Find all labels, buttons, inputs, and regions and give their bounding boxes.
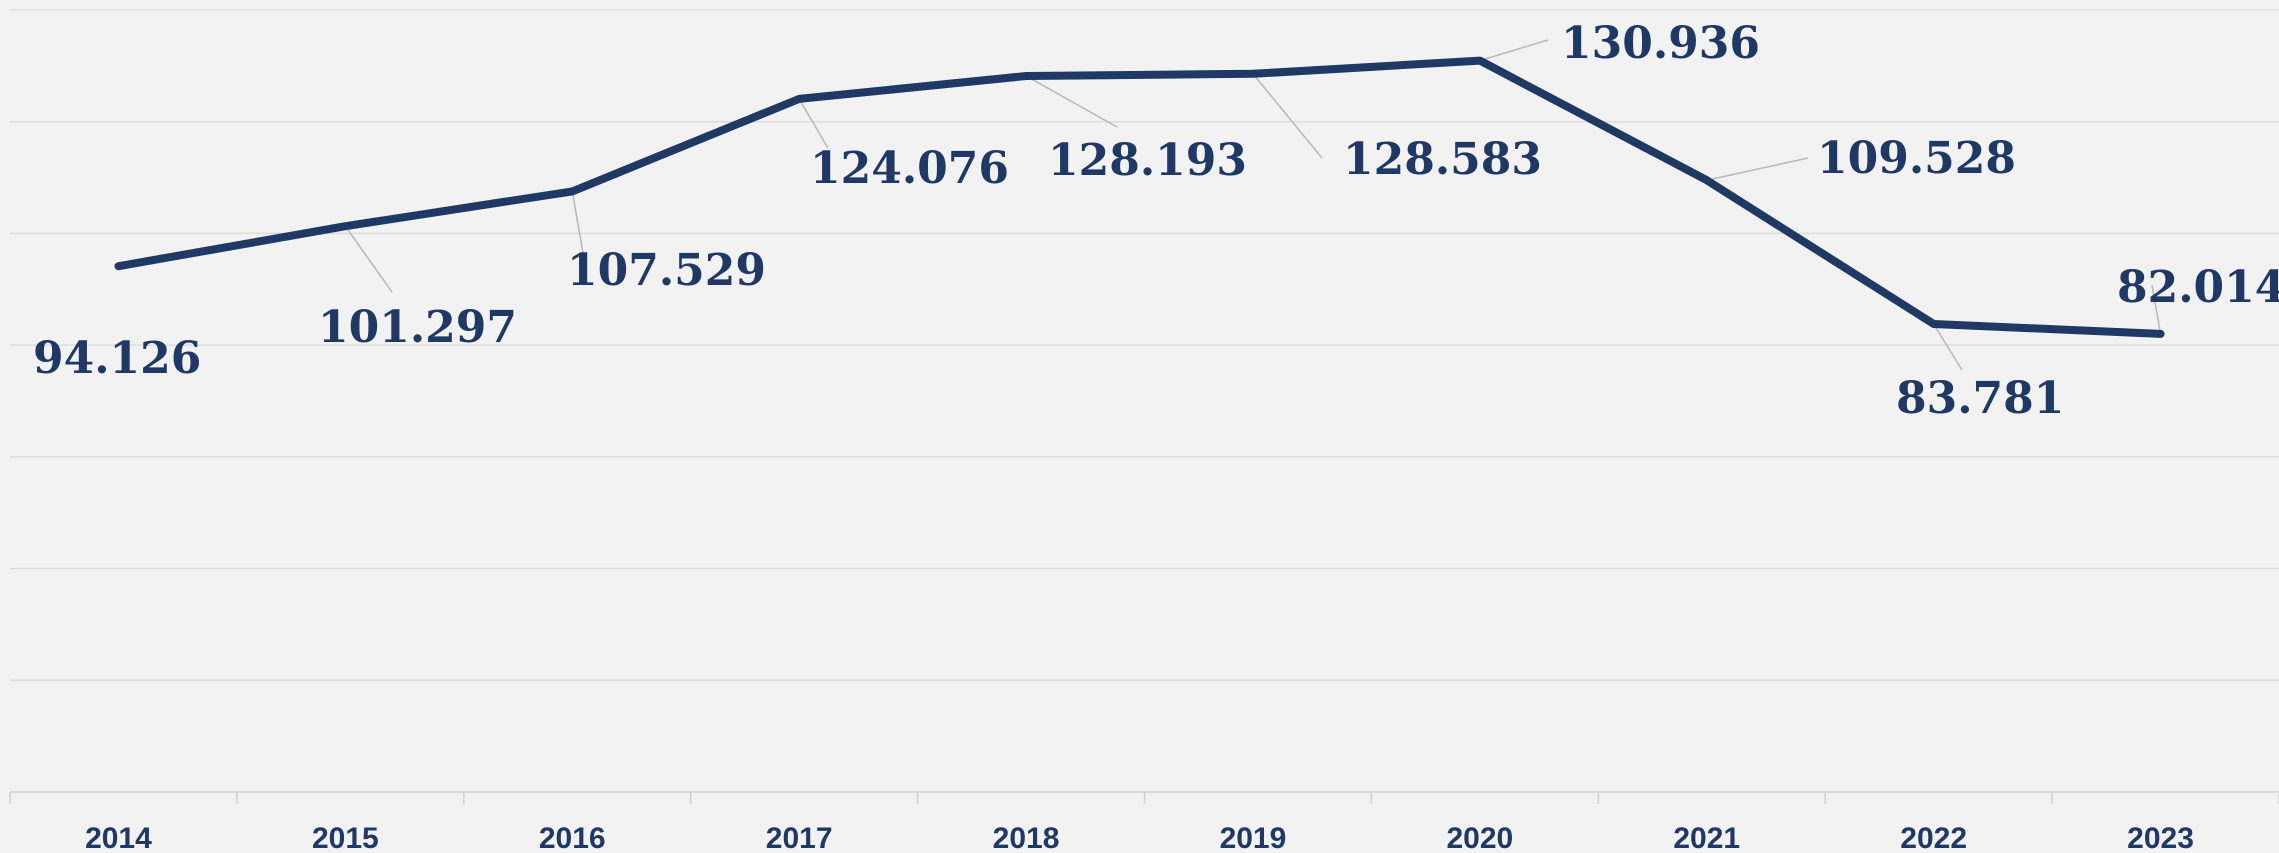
x-tick-labels: 2014 2015 2016 2017 2018 2019 2020 2021 2022 2023 (85, 822, 2194, 853)
data-label: 82.014 (2117, 262, 2279, 313)
x-tick-label: 2020 (1446, 822, 1513, 853)
data-label: 101.297 (318, 302, 517, 353)
data-label-leader (1706, 157, 1809, 181)
x-tick-label: 2014 (85, 822, 152, 853)
data-label: 124.076 (810, 143, 1009, 194)
x-tick-label: 2016 (539, 822, 606, 853)
x-tick-label: 2017 (766, 822, 833, 853)
data-label-leader (571, 191, 587, 271)
data-label: 83.781 (1896, 373, 2064, 424)
data-label: 109.528 (1817, 133, 2016, 184)
x-tick-label: 2023 (2127, 822, 2194, 853)
data-label-leader (1933, 323, 1963, 371)
series-line (114, 56, 2165, 338)
x-tick-label: 2018 (993, 822, 1060, 853)
data-label-leader (344, 225, 393, 293)
x-tick-label: 2022 (1900, 822, 1967, 853)
x-tick-label: 2015 (312, 822, 379, 853)
data-label-leader (1025, 75, 1118, 128)
gridlines (10, 9, 2279, 682)
data-label-leader (2151, 284, 2162, 335)
data-label: 128.583 (1343, 134, 1542, 185)
data-label-leader (1479, 39, 1549, 62)
x-tick-label: 2021 (1673, 822, 1740, 853)
data-label: 128.193 (1048, 135, 1247, 186)
data-label: 94.126 (33, 333, 201, 384)
data-label-leader (1252, 73, 1323, 159)
data-label-leaders (344, 39, 2162, 371)
x-tick-label: 2019 (1220, 822, 1287, 853)
x-axis-ticks (9, 792, 2279, 804)
data-label: 107.529 (567, 245, 766, 296)
data-label-leader (798, 98, 829, 149)
data-label: 130.936 (1561, 18, 1760, 69)
data-labels: 94.126 101.297 107.529 124.076 128.193 128.58… (33, 18, 2279, 424)
